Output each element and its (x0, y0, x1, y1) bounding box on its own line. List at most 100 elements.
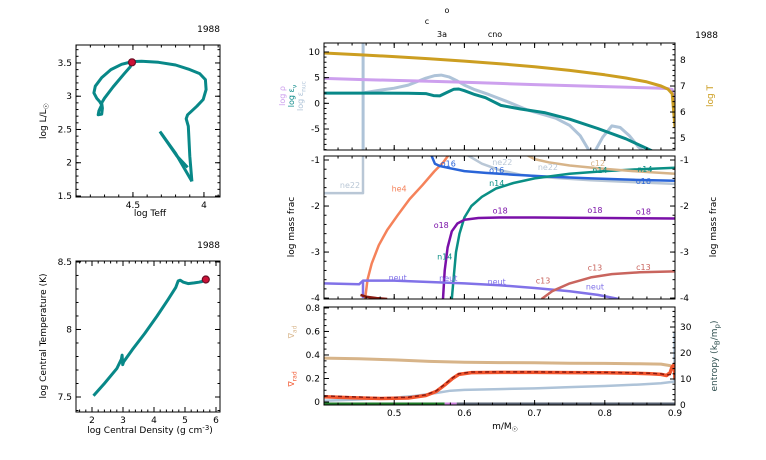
neut-label: neut (488, 278, 506, 287)
burn-label-o: o (445, 6, 450, 15)
x-tick-label: 0.7 (527, 409, 541, 419)
y-tick-label: 5 (314, 74, 320, 84)
y2-tick-label: 5 (680, 134, 686, 144)
y-tick-label: 0.2 (306, 374, 320, 384)
hr-track (160, 132, 189, 169)
grad-ad-label: ∇ad (287, 325, 299, 339)
o16-label: o16 (489, 166, 504, 175)
y2-tick-label: -4 (680, 294, 689, 304)
n14-label: n14 (437, 253, 452, 262)
ne22-label: ne22 (492, 158, 512, 167)
y2-tick-label: -2 (680, 202, 689, 212)
hr-track (92, 59, 208, 182)
y-tick-label: -5 (311, 125, 320, 135)
he4-curve (363, 155, 450, 300)
ne22-label: ne22 (340, 181, 360, 190)
c12-label: c12 (590, 159, 605, 168)
y-tick-label: 0 (314, 99, 320, 109)
y2-tick-label: 7 (680, 82, 686, 92)
burn-label-cno: cno (488, 30, 502, 39)
o18-label: o18 (434, 221, 449, 230)
o18-label: o18 (587, 206, 602, 215)
n14-label: n14 (489, 179, 504, 188)
o16-label: o16 (441, 160, 456, 169)
power-ylabel-rho: log ρ (278, 86, 287, 106)
y-tick-label: 8 (66, 325, 72, 335)
ne22-curve (324, 155, 365, 195)
y2-tick-label: 10 (680, 375, 692, 385)
y-tick-label: 1.5 (58, 192, 72, 202)
x-tick-label: 2 (89, 416, 95, 426)
hr-ylabel: log L/L☉ (39, 103, 51, 139)
c13-label: c13 (536, 277, 551, 286)
o16-label: o16 (636, 177, 651, 186)
y-tick-label: 3 (66, 92, 72, 102)
o18-curve (441, 216, 676, 300)
neut-curve (323, 279, 620, 300)
figure-text-annotations: log L/L☉ log Teff 1988 log Central Temperat… (39, 6, 722, 436)
hr-model-number: 1988 (197, 25, 220, 35)
trho-ylabel: log Central Temperature (K) (39, 273, 49, 398)
current-model-marker (201, 275, 210, 284)
o18-label: o18 (636, 208, 651, 217)
grad-T-curve (323, 371, 676, 399)
neut-label: neut (439, 274, 457, 283)
y-tick-label: 10 (309, 48, 321, 58)
neut-label: neut (586, 283, 604, 292)
log-eps-nuc-curve (362, 73, 591, 151)
y2-tick-label: 8 (680, 56, 686, 66)
neut-label: neut (389, 273, 407, 282)
x-tick-label: 0.8 (598, 409, 613, 419)
central-t-rho-panel: 2 3 4 5 6 7.5 8 8.5 (58, 258, 221, 426)
y-tick-label: 0.8 (306, 304, 321, 314)
y-tick-label: -4 (311, 294, 320, 304)
axes-frame (323, 306, 676, 406)
axes-frame (75, 44, 221, 198)
trho-xlabel: log Central Density (g cm-3) (87, 424, 213, 436)
profile-model-number: 1988 (695, 31, 718, 41)
x-tick-label: 4 (201, 201, 207, 211)
x-tick-label: 4.5 (126, 201, 140, 211)
trho-model-number: 1988 (197, 241, 220, 251)
abundance-profile-panel: -4 -3 -2 -1 -4 -3 -2 -1 ne22 ne22 ne22 he4 o16 o16 o16… (311, 155, 689, 304)
o18-label: o18 (493, 207, 508, 216)
abundance-y2label: log mass frac (709, 197, 719, 257)
burn-label-c: c (425, 17, 429, 26)
x-tick-label: 0.9 (668, 409, 683, 419)
y-tick-label: 2 (66, 159, 72, 169)
c13-curve (540, 270, 676, 300)
y2-tick-label: 20 (680, 349, 692, 359)
n14-label: n14 (637, 165, 652, 174)
log-T-curve (323, 51, 676, 128)
profile-xlabel: m/M☉ (492, 422, 518, 434)
he4-label: he4 (392, 185, 407, 194)
y-tick-label: 7.5 (58, 393, 72, 403)
c13-label: c13 (588, 264, 603, 273)
abundance-ylabel: log mass frac (287, 197, 297, 257)
o16-curve (430, 155, 676, 182)
ne22-label: ne22 (538, 163, 558, 172)
n14-label: n14 (592, 166, 607, 175)
y-tick-label: -3 (311, 248, 320, 258)
x-tick-label: 4 (151, 416, 157, 426)
n14-curve (450, 166, 676, 300)
hr-xlabel: log Teff (134, 209, 167, 219)
burn-label-3a: 3a (437, 30, 447, 39)
y-tick-label: -1 (311, 156, 320, 166)
x-tick-label: 6 (213, 416, 219, 426)
y2-tick-label: 0 (680, 401, 686, 411)
grad-ad-curve (323, 356, 676, 372)
axes-frame (323, 155, 676, 300)
grad-rad-label: ∇rad (287, 371, 299, 388)
c13-label: c13 (636, 263, 651, 272)
y-tick-label: 0 (314, 398, 320, 408)
power-ylabel-eps-nuc: log εnuc (296, 81, 308, 111)
x-tick-label: 3 (120, 416, 126, 426)
x-tick-label: 5 (182, 416, 188, 426)
x-tick-label: 0.5 (387, 409, 401, 419)
log-eps-nu-curve (324, 87, 654, 151)
x-tick-label: 0.6 (457, 409, 472, 419)
